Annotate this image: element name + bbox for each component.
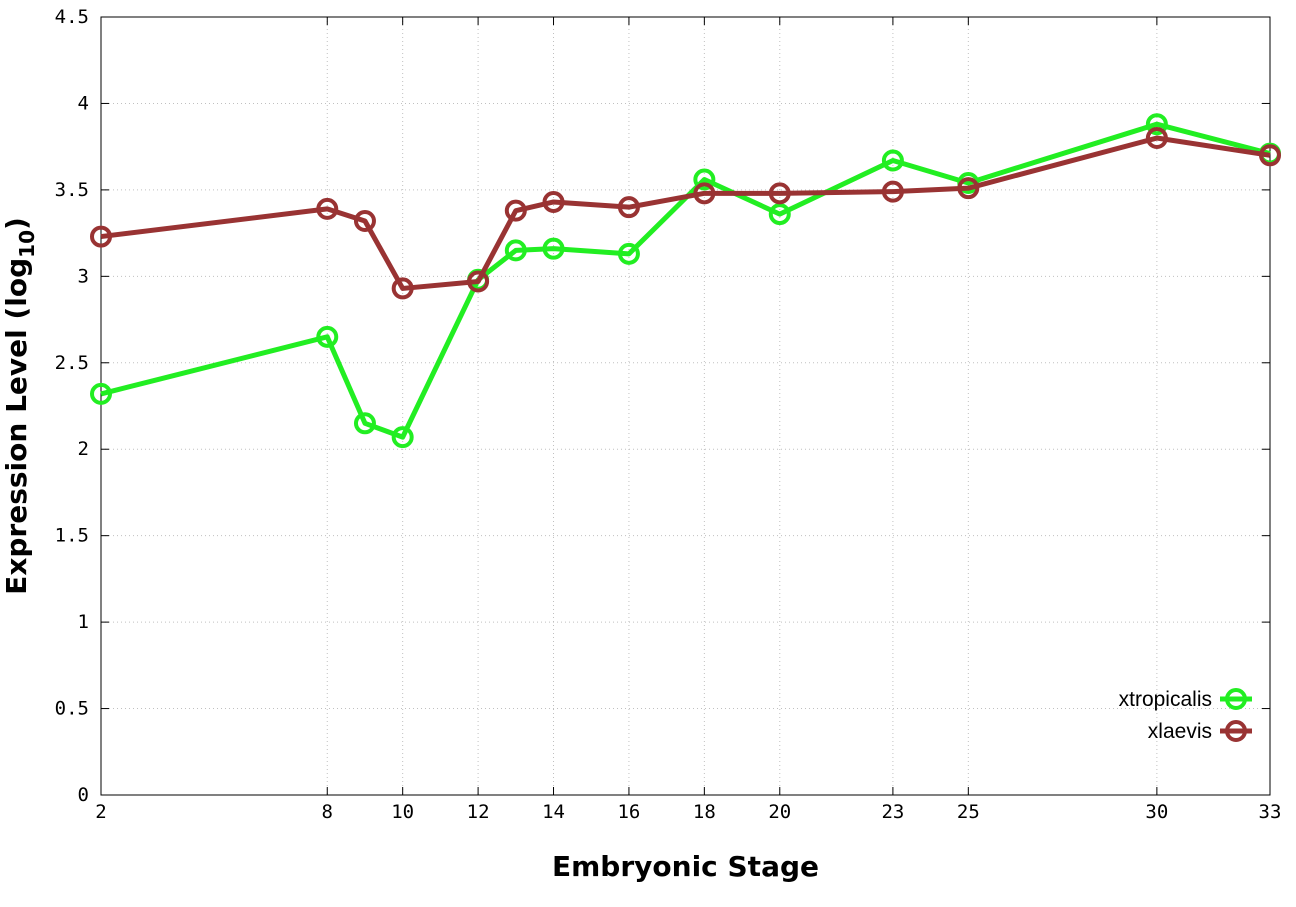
- series-line-xtropicalis: [100, 121, 1271, 440]
- legend-item-xtropicalis: xtropicalis: [1119, 688, 1252, 711]
- data-point-xlaevis: [353, 210, 376, 233]
- data-point-xlaevis: [617, 196, 640, 219]
- data-point-xtropicalis: [768, 203, 791, 226]
- data-point-xtropicalis: [316, 325, 339, 348]
- data-point-xtropicalis: [90, 382, 112, 405]
- data-point-xlaevis: [1145, 127, 1168, 150]
- data-point-xlaevis: [504, 199, 527, 222]
- y-axis-title-close: ): [0, 217, 33, 230]
- y-tick-label: 3: [78, 265, 89, 287]
- x-tick-label: 14: [542, 801, 565, 823]
- legend-label: xtropicalis: [1119, 688, 1212, 711]
- data-point-xtropicalis: [353, 412, 376, 435]
- series-xlaevis: [90, 127, 1281, 300]
- data-point-xtropicalis: [1145, 113, 1168, 136]
- x-tick-label: 18: [693, 801, 716, 823]
- x-tick-label: 16: [617, 801, 640, 823]
- data-point-xtropicalis: [693, 168, 716, 191]
- data-point-xlaevis: [90, 225, 112, 248]
- series-line-xlaevis: [100, 135, 1271, 291]
- legend-item-xlaevis: xlaevis: [1148, 720, 1252, 743]
- x-tick-label: 8: [322, 801, 333, 823]
- axis-ticks: 0 0.5 1 1.5 2 2.5 3 3.5 4 4.5 2 8 10 12 14 16 18 20 23 25 30…: [55, 6, 1282, 823]
- data-point-xlaevis: [957, 177, 980, 200]
- data-point-xlaevis: [881, 180, 904, 203]
- x-tick-label: 12: [467, 801, 490, 823]
- grid: [101, 17, 1270, 795]
- x-tick-label: 20: [768, 801, 791, 823]
- y-tick-label: 4.5: [55, 6, 89, 28]
- y-tick-label: 3.5: [55, 179, 89, 201]
- y-tick-label: 2: [78, 438, 89, 460]
- data-point-xtropicalis: [881, 149, 904, 172]
- series-xtropicalis: [90, 113, 1281, 449]
- data-point-xlaevis: [542, 190, 565, 213]
- data-point-xlaevis: [693, 182, 716, 205]
- y-axis-title-main: Expression Level (log: [0, 258, 33, 595]
- y-tick-label: 0.5: [55, 698, 89, 720]
- x-tick-label: 33: [1259, 801, 1282, 823]
- y-tick-label: 4: [78, 92, 89, 114]
- plot-frame: [100, 16, 1271, 796]
- y-axis-title: Expression Level (log10): [0, 217, 39, 595]
- x-tick-label: 10: [391, 801, 414, 823]
- x-tick-label: 25: [957, 801, 980, 823]
- y-tick-label: 1: [78, 611, 89, 633]
- legend-marker: [1225, 720, 1247, 742]
- y-tick-label: 2.5: [55, 352, 89, 374]
- data-point-xtropicalis: [391, 426, 414, 449]
- x-tick-label: 2: [95, 801, 106, 823]
- y-axis-title-subscript: 10: [15, 230, 39, 258]
- legend-label: xlaevis: [1148, 720, 1212, 743]
- series-layer: [90, 113, 1281, 449]
- y-tick-label: 1.5: [55, 525, 89, 547]
- data-point-xlaevis: [1259, 144, 1281, 167]
- data-point-xlaevis: [391, 277, 414, 300]
- data-point-xlaevis: [467, 270, 490, 293]
- data-point-xlaevis: [768, 182, 791, 205]
- data-point-xtropicalis: [504, 239, 527, 262]
- x-tick-label: 23: [881, 801, 904, 823]
- data-point-xtropicalis: [542, 237, 565, 260]
- x-axis-title: Embryonic Stage: [552, 850, 819, 883]
- data-point-xlaevis: [316, 197, 339, 220]
- legend: xtropicalis xlaevis: [1119, 688, 1252, 743]
- y-tick-label: 0: [78, 784, 89, 806]
- legend-marker: [1225, 688, 1247, 710]
- x-tick-label: 30: [1145, 801, 1168, 823]
- data-point-xtropicalis: [617, 242, 640, 265]
